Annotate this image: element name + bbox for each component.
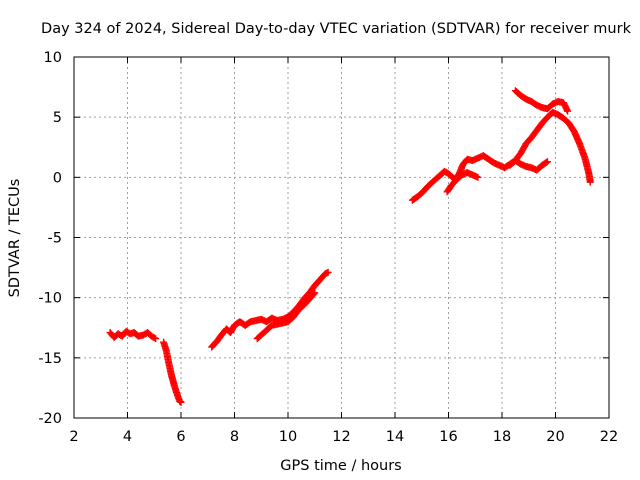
x-tick-label: 12 — [332, 429, 350, 445]
y-tick-label: -5 — [48, 231, 62, 247]
x-tick-label: 8 — [230, 429, 239, 445]
data-point — [150, 334, 158, 342]
data-point — [310, 290, 318, 298]
y-axis-label: SDTVAR / TECUs — [7, 179, 23, 298]
x-tick-label: 18 — [493, 429, 511, 445]
chart-title: Day 324 of 2024, Sidereal Day-to-day VTE… — [41, 21, 632, 37]
data-segment — [408, 167, 482, 204]
x-tick-label: 4 — [123, 429, 132, 445]
data-segment — [443, 152, 551, 196]
data-point — [152, 335, 160, 343]
data-segment — [511, 87, 572, 115]
x-tick-label: 6 — [176, 429, 185, 445]
data-segment — [208, 268, 332, 351]
data-point — [586, 178, 594, 186]
data-segment — [106, 327, 160, 343]
ticks-layer: 2 4 6 8 10 12 14 16 18 20 22 -20 -15 -10 -5 0 5 10 — [38, 50, 618, 445]
data-point — [564, 107, 572, 115]
x-tick-label: 10 — [279, 429, 297, 445]
data-segment — [253, 289, 319, 343]
data-segment — [160, 338, 185, 406]
data-point — [543, 158, 551, 166]
grid-layer — [74, 57, 609, 418]
y-tick-label: 5 — [53, 110, 62, 126]
x-tick-label: 2 — [69, 429, 78, 445]
data-layer — [106, 87, 594, 406]
data-point — [311, 289, 319, 297]
data-point — [324, 268, 332, 276]
data-point — [542, 158, 550, 166]
y-tick-label: -15 — [38, 351, 62, 367]
y-tick-label: -10 — [38, 291, 62, 307]
x-tick-label: 14 — [386, 429, 404, 445]
x-tick-label: 16 — [439, 429, 457, 445]
data-point — [177, 398, 185, 406]
data-segment — [506, 108, 594, 186]
y-tick-label: -20 — [38, 411, 62, 427]
x-tick-label: 22 — [600, 429, 618, 445]
x-tick-label: 20 — [546, 429, 564, 445]
y-tick-label: 10 — [44, 50, 62, 66]
y-tick-label: 0 — [53, 170, 62, 186]
data-point — [474, 173, 482, 181]
x-axis-label: GPS time / hours — [280, 458, 401, 474]
